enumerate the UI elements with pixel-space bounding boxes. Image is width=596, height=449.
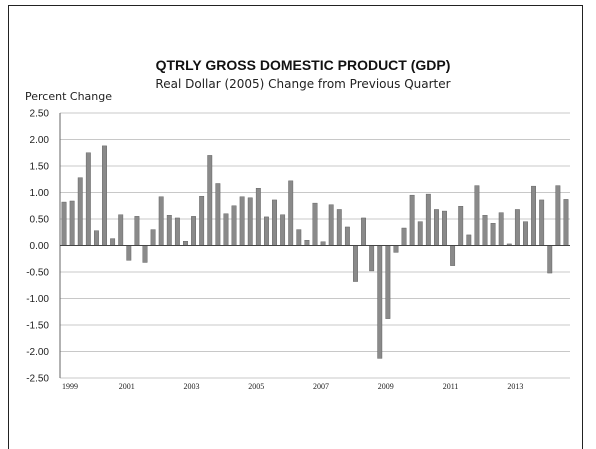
y-tick-label: 0.00 — [30, 241, 50, 252]
bar — [377, 245, 383, 359]
chart-subtitle: Real Dollar (2005) Change from Previous … — [155, 77, 450, 91]
bar — [247, 197, 253, 246]
chart-title: QTRLY GROSS DOMESTIC PRODUCT (GDP) — [156, 57, 451, 73]
bar — [215, 183, 221, 246]
y-axis-label: Percent Change — [25, 90, 112, 103]
y-tick-label: 1.50 — [30, 162, 50, 173]
bar — [174, 217, 180, 246]
bar — [344, 226, 350, 246]
bar — [336, 209, 342, 246]
bar — [102, 145, 107, 246]
x-tick-labels: 1999 2001 2003 2005 2007 2009 2011 2013 — [62, 382, 523, 391]
bar — [142, 245, 148, 263]
bar — [191, 216, 196, 246]
bar — [255, 188, 261, 246]
y-tick-label: -1.50 — [26, 321, 49, 332]
bar — [458, 206, 464, 246]
bar — [369, 245, 375, 272]
bar — [118, 214, 124, 246]
x-tick-label: 2013 — [507, 382, 523, 391]
bar — [94, 230, 99, 246]
bar — [296, 229, 302, 246]
y-tick-label: 0.50 — [30, 215, 50, 226]
bar — [328, 204, 334, 246]
y-tick-label: -1.00 — [26, 294, 49, 305]
x-tick-label: 2011 — [443, 382, 459, 391]
bar — [126, 245, 132, 261]
bar — [280, 214, 286, 246]
bar — [304, 239, 310, 246]
bar — [239, 196, 245, 246]
bar — [417, 221, 423, 246]
bar — [450, 245, 456, 266]
chart-frame — [8, 5, 583, 449]
bar — [61, 201, 67, 246]
bar — [531, 185, 536, 246]
y-tick-label: -2.00 — [26, 347, 49, 358]
y-tick-label: 2.00 — [30, 135, 50, 146]
x-tick-label: 2009 — [378, 382, 394, 391]
bar — [353, 245, 358, 282]
bar — [158, 196, 164, 246]
y-tick-label: -2.50 — [26, 374, 49, 385]
bar — [498, 212, 504, 246]
bar — [183, 241, 188, 246]
bar — [288, 180, 294, 246]
bar — [320, 241, 326, 246]
y-tick-labels: 2.50 2.00 1.50 1.00 0.50 0.00 -0.50 -1.00 -1.50 -… — [26, 109, 49, 385]
bar — [134, 216, 140, 246]
bar — [69, 200, 75, 246]
axes — [59, 113, 570, 378]
bar — [401, 227, 407, 246]
bar — [563, 199, 569, 246]
bar — [207, 155, 213, 246]
bar — [166, 215, 172, 246]
bar — [272, 199, 277, 246]
bar — [361, 217, 366, 246]
x-tick-label: 2005 — [248, 382, 264, 391]
bar — [474, 185, 480, 246]
bar — [466, 234, 472, 246]
x-tick-label: 1999 — [62, 382, 78, 391]
bar — [231, 205, 237, 246]
bar — [85, 152, 91, 246]
bar — [150, 229, 156, 246]
bar — [409, 194, 415, 246]
bar — [514, 209, 520, 246]
x-tick-label: 2001 — [119, 382, 135, 391]
bar — [77, 177, 83, 246]
bar — [442, 210, 447, 246]
bar — [393, 245, 399, 253]
bar — [264, 216, 269, 246]
bar — [490, 223, 496, 246]
bar — [385, 245, 391, 319]
x-tick-label: 2007 — [313, 382, 329, 391]
bar — [547, 245, 553, 274]
bar — [434, 209, 439, 246]
y-tick-label: -0.50 — [26, 268, 49, 279]
x-tick-label: 2003 — [184, 382, 200, 391]
bar — [312, 202, 318, 246]
bar — [555, 185, 561, 246]
bar — [523, 221, 528, 246]
bar — [223, 213, 229, 246]
bar — [425, 193, 431, 246]
bar — [110, 238, 116, 246]
bar — [539, 199, 545, 246]
y-tick-label: 1.00 — [30, 188, 50, 199]
y-tick-label: 2.50 — [30, 109, 50, 120]
bar — [482, 215, 488, 246]
bars — [61, 145, 569, 359]
bar — [199, 196, 205, 246]
